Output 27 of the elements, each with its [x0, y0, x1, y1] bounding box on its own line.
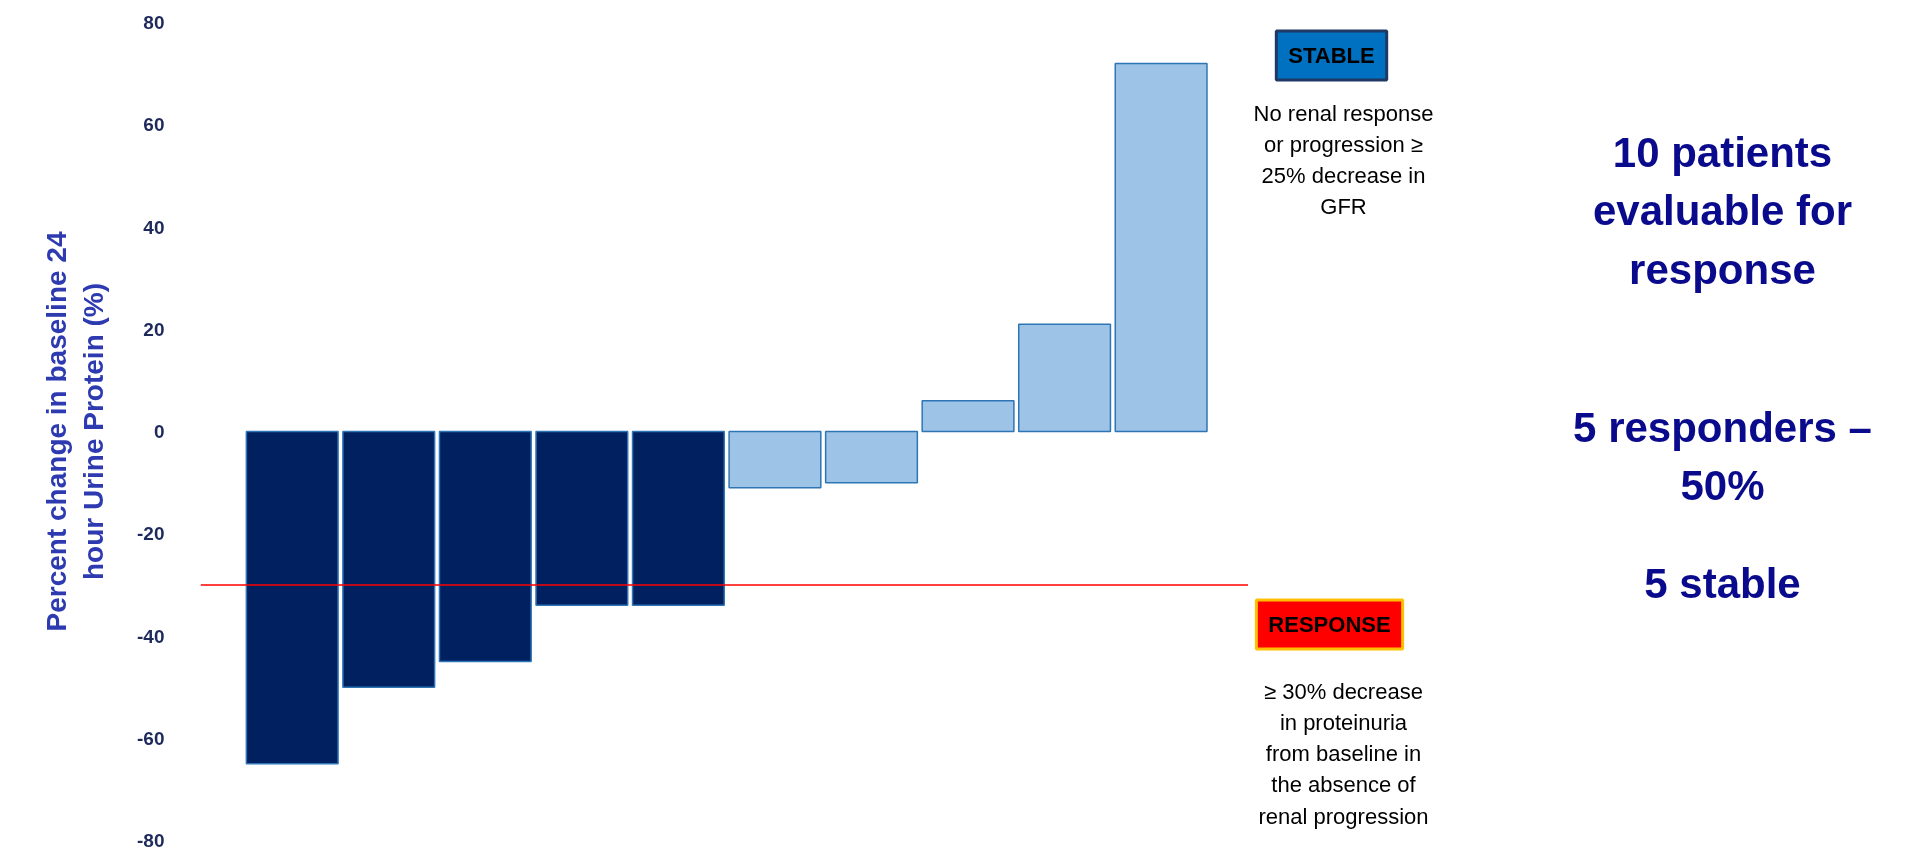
text: RESPONSE: [1268, 612, 1391, 637]
y-tick-label: -20: [137, 523, 165, 545]
y-tick-label: 60: [143, 114, 165, 136]
text: 10 patients evaluable for response: [1592, 128, 1853, 293]
y-tick-label: 80: [143, 12, 165, 33]
bar: [824, 430, 919, 484]
y-tick-label: 40: [143, 216, 165, 238]
text: No renal response or progression ≥ 25% decrease in GFR: [1253, 100, 1434, 220]
text: STABLE: [1288, 43, 1375, 68]
bar: [438, 430, 532, 663]
y-tick-label: -40: [137, 625, 165, 647]
bar: [631, 430, 726, 607]
bar: [921, 400, 1015, 433]
text: 5 stable: [1644, 560, 1801, 607]
y-tick-label: 20: [143, 318, 165, 340]
y-tick-label: -80: [137, 830, 165, 851]
text: 5 responders – 50%: [1573, 403, 1872, 510]
y-axis-title: Percent change in baseline 24 hour Urine Protein (%): [40, 231, 110, 632]
bar: [1017, 323, 1112, 433]
bar: [245, 430, 339, 765]
text: ≥ 30% decrease in proteinuria from baseline in the absence of renal progression: [1258, 678, 1429, 829]
bar: [1114, 62, 1208, 433]
bar: [342, 430, 436, 688]
y-tick-label: -60: [137, 727, 165, 749]
bar: [535, 430, 629, 607]
y-tick-label: 0: [153, 421, 165, 442]
bar: [728, 430, 822, 489]
